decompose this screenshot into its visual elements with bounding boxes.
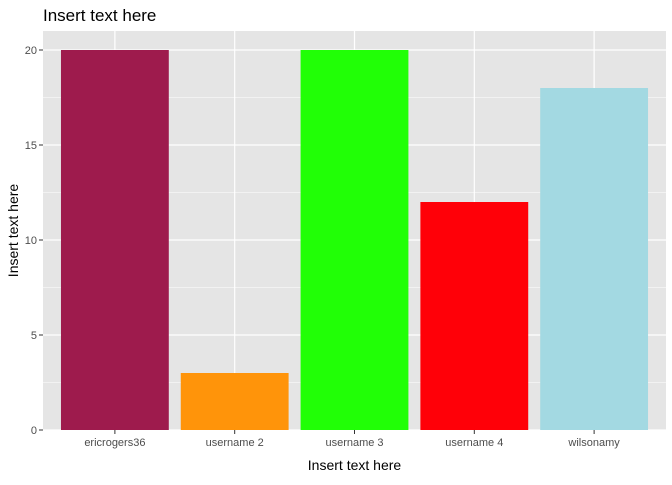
bar <box>540 88 649 430</box>
y-tick-label: 0 <box>31 425 37 437</box>
x-axis-title: Insert text here <box>308 457 402 473</box>
bars <box>60 50 649 430</box>
x-tick-label: wilsonamy <box>567 437 620 449</box>
bar <box>60 50 169 430</box>
y-tick-label: 5 <box>31 330 37 342</box>
bar <box>420 202 529 430</box>
x-tick-label: username 2 <box>206 437 264 449</box>
y-tick-label: 20 <box>25 45 37 57</box>
x-tick-label: username 3 <box>325 437 383 449</box>
bar <box>180 373 289 430</box>
bar <box>300 50 409 430</box>
chart-title: Insert text here <box>43 6 156 25</box>
x-tick-label: ericrogers36 <box>84 437 145 449</box>
x-tick-label: username 4 <box>445 437 503 449</box>
y-axis-title: Insert text here <box>5 184 21 278</box>
y-tick-label: 15 <box>25 140 37 152</box>
y-axis-ticks: 0 5 10 15 20 <box>25 45 43 437</box>
y-tick-label: 10 <box>25 235 37 247</box>
x-axis-ticks: ericrogers36 username 2 username 3 username… <box>84 430 620 449</box>
